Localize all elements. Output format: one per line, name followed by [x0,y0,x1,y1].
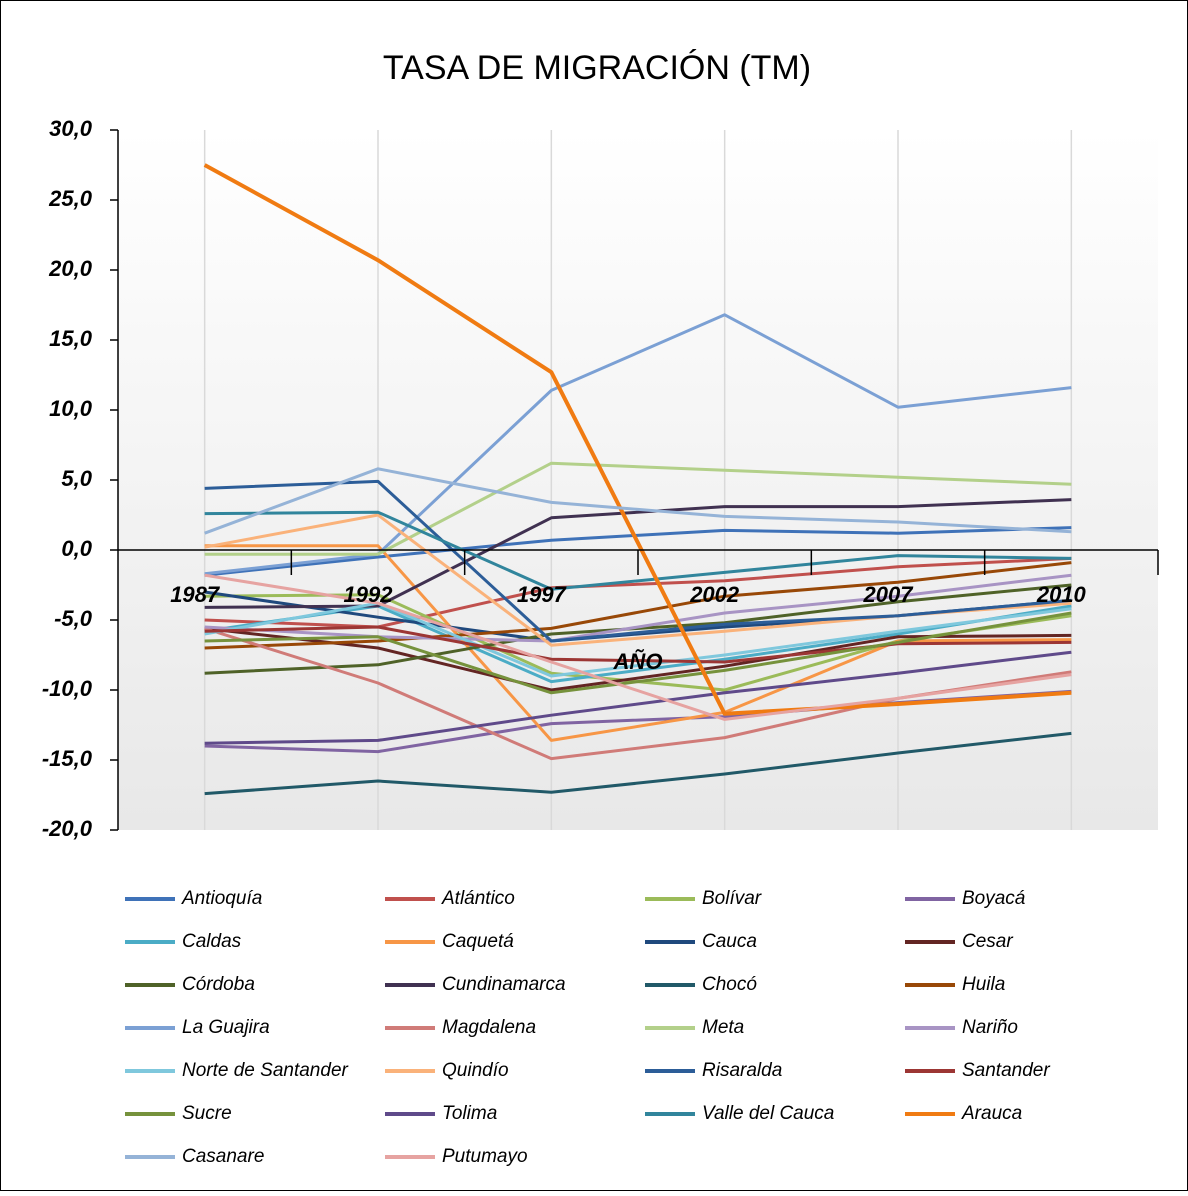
series-line [204,731,1072,796]
x-tick-label: 1992 [344,582,394,607]
y-tick-label: -20,0 [42,816,93,841]
legend-label: Cundinamarca [442,974,566,995]
series-line [204,611,1072,695]
y-tick-label: 30,0 [49,116,93,141]
y-tick-label: -15,0 [42,746,93,771]
series-line [204,467,1072,535]
legend-label: Valle del Cauca [702,1103,834,1124]
x-tick-label: 2010 [1036,582,1087,607]
series-line [204,625,1072,664]
legend-label: Chocó [702,974,757,995]
series-line [204,573,1072,721]
series-line [204,544,1072,742]
series-line [204,556,1072,629]
legend-label: Casanare [182,1146,264,1167]
series-line [204,573,1072,643]
legend-label: Putumayo [442,1146,528,1167]
x-tick-label: 2007 [863,582,915,607]
legend-label: Huila [962,974,1005,995]
legend-label: Risaralda [702,1060,782,1081]
series-line [204,510,1072,591]
x-axis-title: AÑO [613,649,663,674]
legend-label: Cauca [702,931,757,952]
legend-label: Meta [702,1017,744,1038]
legend-label: Nariño [962,1017,1018,1038]
series-line [204,313,1072,576]
y-tick-label: 15,0 [49,326,93,351]
y-tick-label: 25,0 [48,186,93,211]
series-line [204,561,1072,650]
y-tick-label: 20,0 [48,256,93,281]
legend-label: La Guajira [182,1017,270,1038]
series-line [204,498,1072,609]
legend-label: Sucre [182,1103,232,1124]
series-line [204,650,1072,745]
series-line [204,604,1072,684]
series-line [204,601,1072,678]
legend-label: Boyacá [962,888,1025,909]
legend-label: Norte de Santander [182,1060,349,1081]
legend-label: Córdoba [182,974,255,995]
legend-label: Arauca [961,1103,1022,1124]
y-tick-label: -10,0 [42,676,93,701]
legend-label: Tolima [442,1103,497,1124]
x-tick-label: 2002 [689,582,740,607]
legend-label: Caquetá [442,931,514,952]
legend-label: Antioquía [181,888,262,909]
legend-label: Quindío [442,1060,509,1081]
series-line [204,479,1072,643]
series-line [204,526,1072,577]
legend-label: Magdalena [442,1017,536,1038]
legend-label: Atlántico [441,888,515,909]
y-tick-label: -5,0 [54,606,93,631]
legend-label: Caldas [182,931,242,952]
x-tick-label: 1987 [170,582,221,607]
y-tick-label: 5,0 [61,466,92,491]
x-tick-label: 1997 [517,582,568,607]
chart-title: TASA DE MIGRACIÓN (TM) [383,49,811,87]
y-tick-label: 0,0 [61,536,92,561]
series-line [203,163,1072,716]
legend-label: Santander [962,1060,1050,1081]
series-line [204,461,1072,556]
y-tick-label: 10,0 [49,396,93,421]
legend-label: Cesar [962,931,1013,952]
legend-label: Bolívar [702,888,762,909]
